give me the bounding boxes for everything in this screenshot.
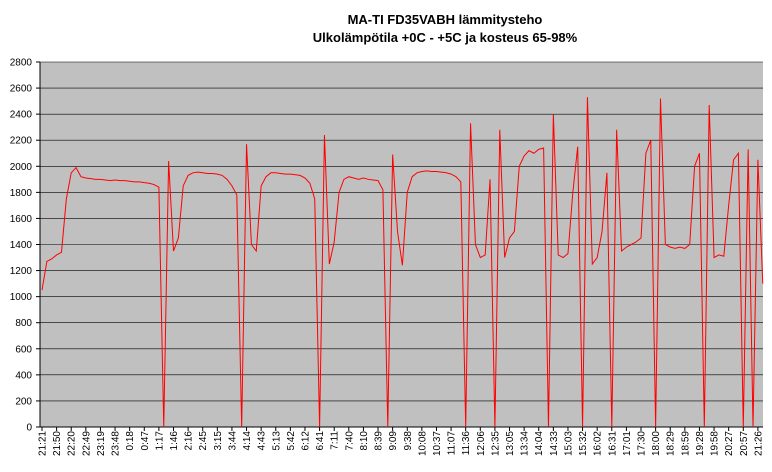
x-tick-label: 19:28 [695, 431, 706, 456]
x-tick-label: 17:01 [622, 431, 633, 456]
x-tick-label: 22:20 [67, 431, 78, 456]
x-tick-label: 12:35 [490, 431, 501, 456]
x-tick-label: 2:45 [198, 431, 209, 451]
x-tick-label: 7:11 [330, 431, 341, 450]
x-tick-label: 1:17 [154, 431, 165, 451]
chart-title: MA-TI FD35VABH lämmitysteho [348, 12, 543, 27]
y-tick-label: 400 [15, 370, 32, 381]
x-tick-label: 9:38 [403, 431, 414, 451]
y-tick-label: 800 [15, 318, 32, 329]
data-line [41, 97, 764, 428]
x-tick-label: 10:37 [432, 431, 443, 456]
x-tick-label: 15:32 [578, 431, 589, 456]
x-tick-label: 0:47 [140, 431, 151, 451]
y-tick-label: 2000 [10, 162, 33, 173]
x-tick-label: 21:26 [753, 431, 764, 456]
x-tick-label: 18:00 [651, 431, 662, 456]
y-tick-label: 1400 [10, 240, 33, 251]
y-tick-label: 1800 [10, 188, 33, 199]
x-tick-label: 15:03 [563, 431, 574, 456]
y-tick-label: 2200 [10, 136, 33, 147]
x-tick-label: 12:06 [476, 431, 487, 456]
x-tick-label: 20:27 [724, 431, 735, 456]
x-tick-label: 18:29 [666, 431, 677, 456]
x-tick-label: 23:19 [96, 431, 107, 456]
x-tick-label: 19:58 [710, 431, 721, 456]
x-tick-label: 8:39 [374, 431, 385, 451]
x-tick-label: 2:16 [184, 431, 195, 451]
x-tick-label: 17:30 [637, 431, 648, 456]
x-tick-label: 0:18 [125, 431, 136, 451]
x-tick-label: 11:36 [461, 431, 472, 456]
x-tick-label: 4:14 [242, 431, 253, 451]
x-tick-label: 6:12 [300, 431, 311, 451]
x-tick-label: 21:21 [38, 431, 49, 456]
y-tick-label: 600 [15, 344, 32, 355]
y-tick-label: 2600 [10, 84, 33, 95]
x-tick-label: 23:48 [111, 431, 122, 456]
x-tick-label: 1:46 [169, 431, 180, 451]
x-tick-label: 6:41 [315, 431, 326, 451]
x-tick-label: 16:02 [593, 431, 604, 456]
x-tick-label: 18:59 [680, 431, 691, 456]
x-tick-label: 7:40 [344, 431, 355, 451]
y-tick-label: 2400 [10, 110, 33, 121]
x-tick-label: 9:09 [388, 431, 399, 451]
x-tick-label: 20:57 [739, 431, 750, 456]
y-tick-label: 2800 [10, 58, 33, 69]
x-tick-label: 4:43 [257, 431, 268, 451]
chart-subtitle: Ulkolämpötila +0C - +5C ja kosteus 65-98… [313, 30, 578, 45]
x-tick-label: 13:05 [505, 431, 516, 456]
x-tick-label: 22:49 [81, 431, 92, 456]
x-tick-label: 13:34 [520, 431, 531, 456]
x-tick-label: 3:44 [227, 431, 238, 451]
y-tick-label: 200 [15, 396, 32, 407]
y-tick-label: 1200 [10, 266, 33, 277]
x-tick-label: 5:13 [271, 431, 282, 451]
y-tick-label: 1600 [10, 214, 33, 225]
x-tick-label: 14:33 [549, 431, 560, 456]
x-tick-label: 5:42 [286, 431, 297, 451]
x-tick-label: 10:08 [417, 431, 428, 456]
y-tick-label: 1000 [10, 292, 33, 303]
x-tick-label: 16:31 [607, 431, 618, 456]
y-tick-label: 0 [26, 423, 32, 434]
x-tick-label: 21:50 [52, 431, 63, 456]
x-tick-label: 3:15 [213, 431, 224, 451]
x-tick-label: 11:07 [447, 431, 458, 456]
x-tick-label: 14:04 [534, 431, 545, 456]
x-tick-label: 8:10 [359, 431, 370, 451]
